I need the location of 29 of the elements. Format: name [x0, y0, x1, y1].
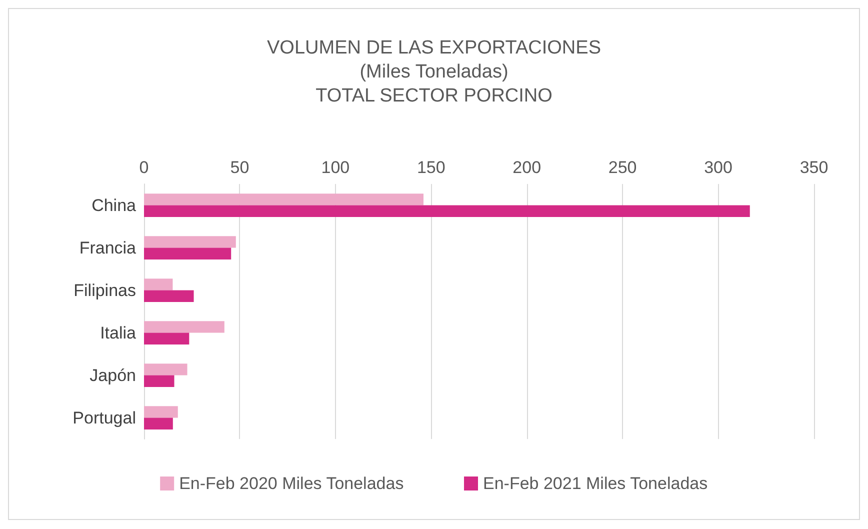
x-tick-label: 100	[321, 158, 350, 177]
y-tick-label: Italia	[100, 323, 137, 342]
y-tick-label: Filipinas	[74, 280, 136, 300]
bar	[144, 236, 236, 248]
bar	[144, 364, 188, 376]
bar	[144, 290, 194, 302]
bar	[144, 375, 174, 387]
y-tick-label: Japón	[90, 366, 136, 385]
y-tick-label: China	[92, 196, 137, 215]
x-tick-label: 250	[608, 158, 637, 177]
bar	[144, 332, 190, 344]
bar	[144, 418, 173, 430]
bar	[144, 248, 232, 260]
x-tick-label: 300	[704, 158, 732, 177]
x-tick-label: 0	[139, 158, 149, 177]
legend-label: En-Feb 2020 Miles Toneladas	[179, 474, 404, 493]
bar	[144, 278, 173, 290]
y-tick-label: Portugal	[72, 408, 136, 428]
bar	[144, 321, 224, 333]
x-tick-label: 200	[512, 158, 542, 177]
bar	[144, 406, 178, 418]
chart-title: VOLUMEN DE LAS EXPORTACIONES (Miles Toneladas) TOTAL SECTOR PORCINO	[267, 38, 601, 106]
x-tick-label: 350	[800, 158, 828, 177]
y-tick-label: Francia	[79, 238, 137, 258]
x-tick-label: 50	[230, 158, 250, 177]
x-tick-label: 150	[416, 158, 446, 177]
bar	[144, 205, 750, 217]
legend-label: En-Feb 2021 Miles Toneladas	[483, 474, 708, 493]
bar	[144, 194, 424, 206]
